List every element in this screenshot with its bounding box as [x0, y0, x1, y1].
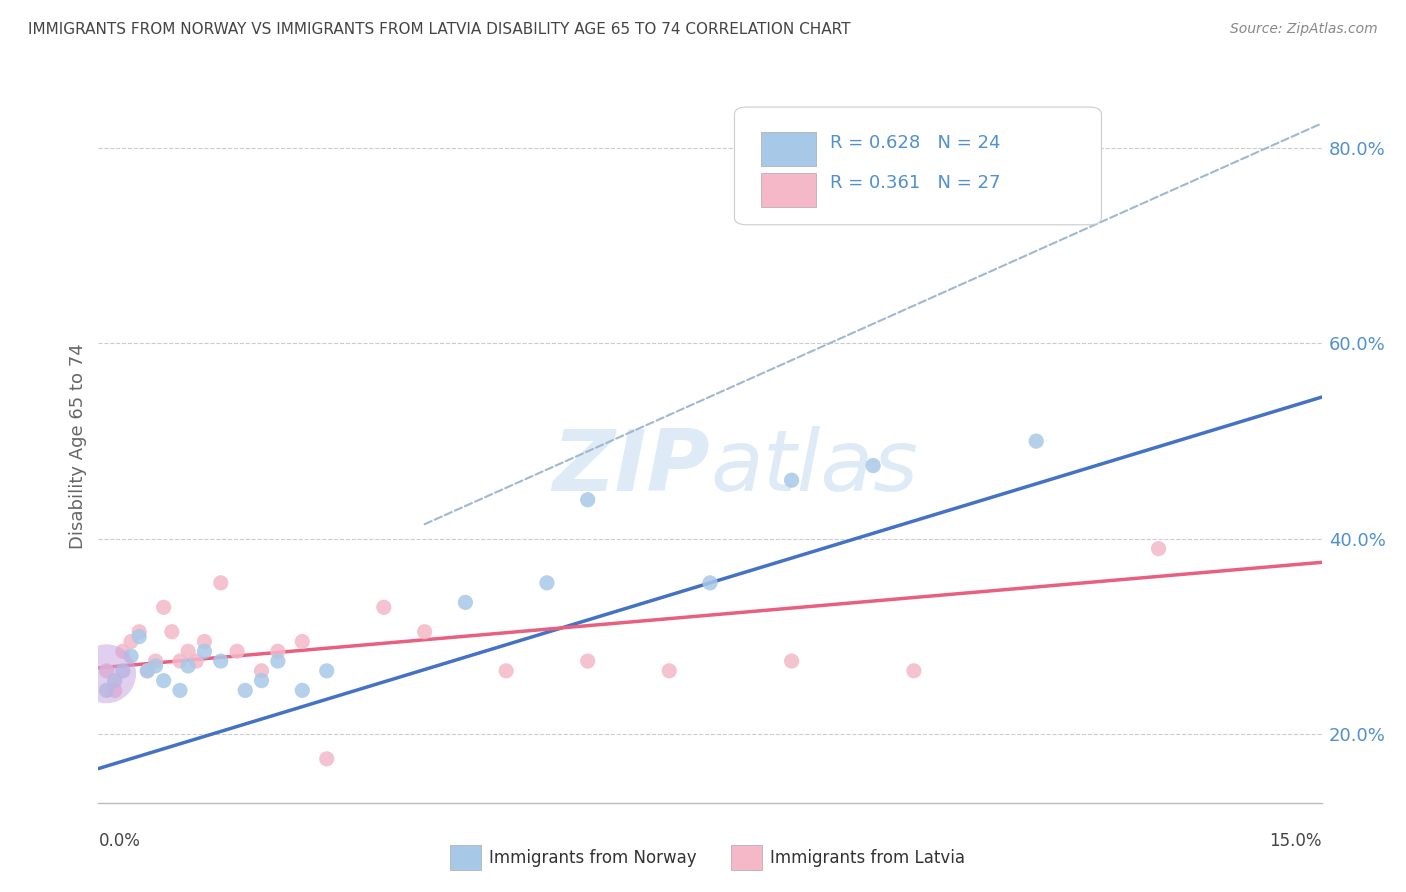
Point — [104, 673, 127, 688]
Point — [209, 654, 232, 668]
Point — [177, 659, 200, 673]
Point — [233, 683, 256, 698]
Y-axis label: Disability Age 65 to 74: Disability Age 65 to 74 — [69, 343, 87, 549]
FancyBboxPatch shape — [734, 107, 1101, 225]
Point — [111, 664, 134, 678]
Text: Immigrants from Norway: Immigrants from Norway — [489, 849, 697, 867]
Point — [1147, 541, 1170, 556]
Point — [136, 664, 159, 678]
Point — [145, 654, 167, 668]
Point — [152, 673, 174, 688]
Point — [152, 600, 174, 615]
Point — [128, 624, 150, 639]
Text: R = 0.361   N = 27: R = 0.361 N = 27 — [830, 175, 1001, 193]
Point — [186, 654, 208, 668]
Point — [315, 752, 337, 766]
Point — [536, 575, 558, 590]
Point — [177, 644, 200, 658]
Point — [96, 683, 118, 698]
Point — [1025, 434, 1047, 449]
Text: 15.0%: 15.0% — [1270, 832, 1322, 850]
Point — [291, 634, 314, 648]
Point — [160, 624, 183, 639]
Point — [903, 664, 925, 678]
Point — [699, 575, 721, 590]
Point — [96, 664, 118, 678]
Point — [413, 624, 436, 639]
Point — [120, 649, 142, 664]
Point — [373, 600, 395, 615]
Point — [576, 654, 599, 668]
Point — [495, 664, 517, 678]
Text: Source: ZipAtlas.com: Source: ZipAtlas.com — [1230, 22, 1378, 37]
Text: ZIP: ZIP — [553, 425, 710, 509]
Point — [104, 683, 127, 698]
Point — [267, 654, 290, 668]
Point — [250, 673, 273, 688]
Point — [862, 458, 884, 473]
Point — [780, 654, 803, 668]
FancyBboxPatch shape — [762, 173, 817, 207]
Point — [291, 683, 314, 698]
Point — [120, 634, 142, 648]
Text: atlas: atlas — [710, 425, 918, 509]
Point — [315, 664, 337, 678]
Text: R = 0.628   N = 24: R = 0.628 N = 24 — [830, 134, 1001, 152]
Point — [193, 644, 215, 658]
Point — [136, 664, 159, 678]
Point — [226, 644, 249, 658]
Point — [267, 644, 290, 658]
Point — [576, 492, 599, 507]
Point — [96, 666, 118, 681]
Text: 0.0%: 0.0% — [98, 832, 141, 850]
Point — [454, 595, 477, 609]
Point — [780, 473, 803, 487]
Text: IMMIGRANTS FROM NORWAY VS IMMIGRANTS FROM LATVIA DISABILITY AGE 65 TO 74 CORRELA: IMMIGRANTS FROM NORWAY VS IMMIGRANTS FRO… — [28, 22, 851, 37]
Point — [658, 664, 681, 678]
Point — [193, 634, 215, 648]
Point — [209, 575, 232, 590]
Point — [111, 644, 134, 658]
Point — [128, 630, 150, 644]
FancyBboxPatch shape — [762, 132, 817, 166]
Point — [145, 659, 167, 673]
Point — [169, 683, 191, 698]
Point — [169, 654, 191, 668]
Text: Immigrants from Latvia: Immigrants from Latvia — [770, 849, 966, 867]
Point — [250, 664, 273, 678]
